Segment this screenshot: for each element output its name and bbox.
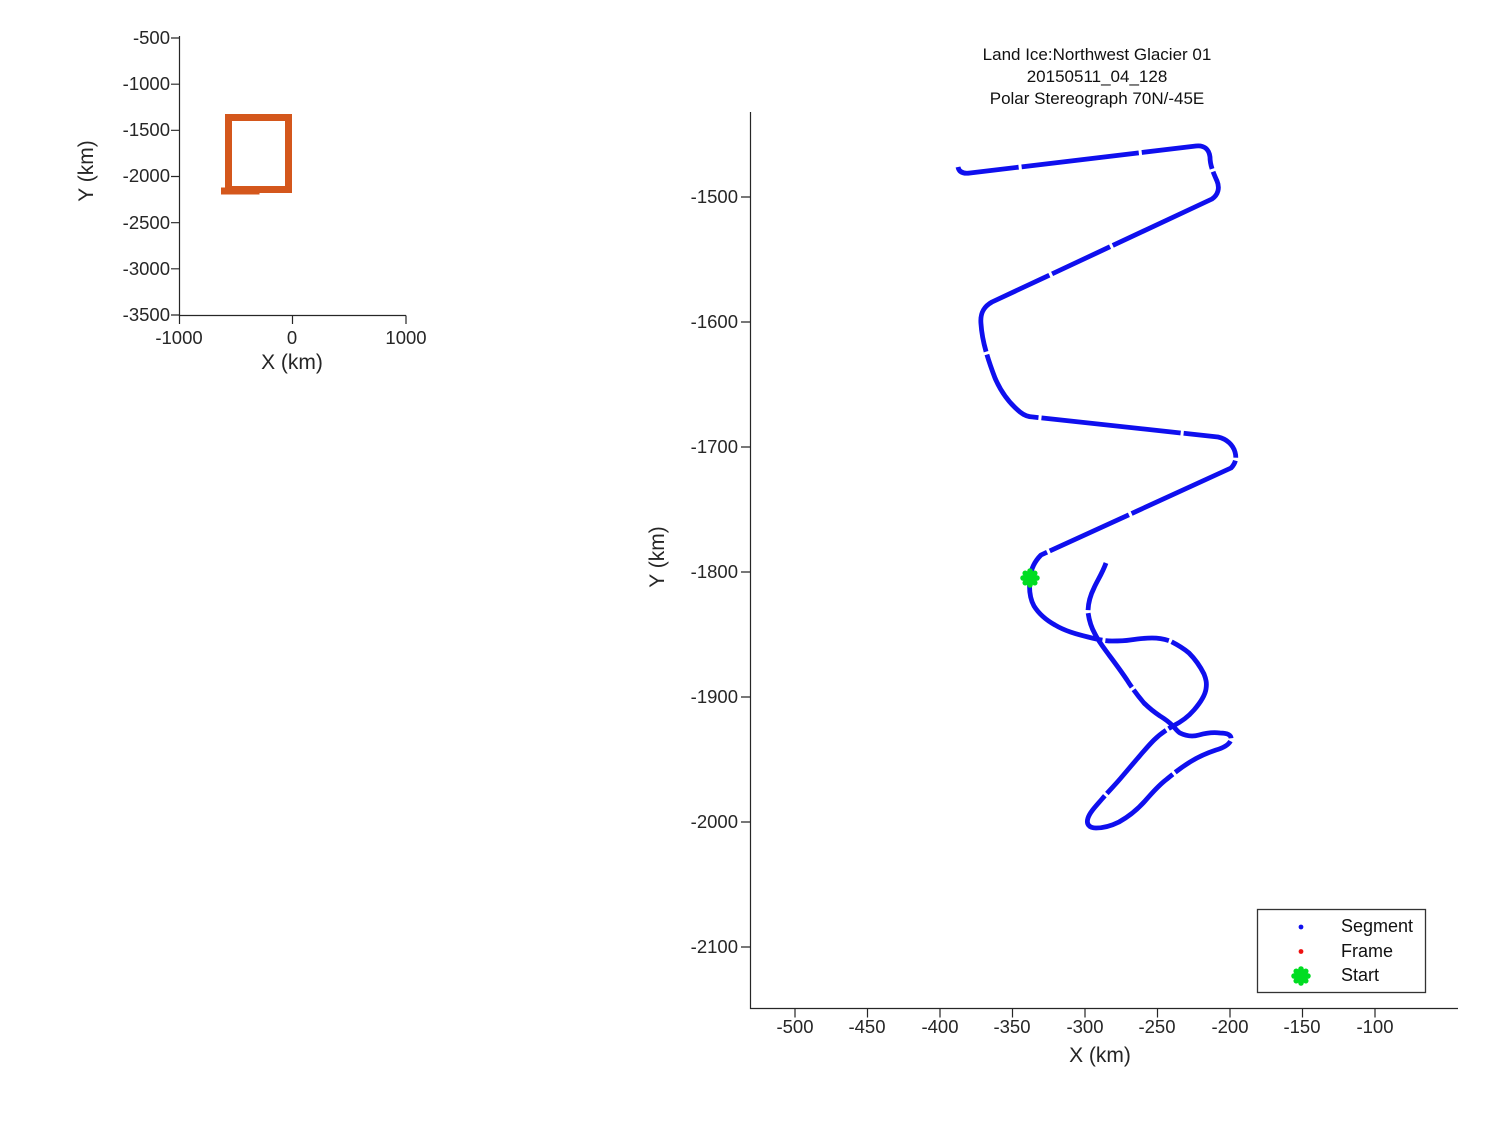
survey-region-outline: [221, 114, 292, 195]
main-y-tick-marks: [741, 196, 751, 948]
overview-axes-spines: [178, 36, 406, 317]
overview-y-tick-label: -500: [132, 27, 170, 48]
legend-start-marker-icon: [1291, 966, 1311, 986]
main-title-line2: 20150511_04_128: [1026, 67, 1168, 86]
main-x-tick-label: -350: [993, 1016, 1031, 1037]
overview-y-tick-label: -3500: [122, 304, 170, 325]
overview-x-tick-marks: [178, 315, 407, 324]
overview-x-axis-label: X (km): [261, 351, 323, 374]
main-title-line1: Land Ice:Northwest Glacier 01: [982, 45, 1212, 64]
legend-item-start: Start: [1341, 965, 1380, 985]
main-x-tick-label: -250: [1138, 1016, 1176, 1037]
main-y-tick-label: -1900: [690, 686, 738, 707]
main-x-tick-label: -500: [776, 1016, 814, 1037]
main-x-axis-label: X (km): [1069, 1044, 1131, 1067]
legend-frame-dot-icon: [1298, 949, 1304, 954]
main-axes-spines: [749, 112, 1458, 1010]
main-x-tick-label: -400: [921, 1016, 959, 1037]
main-title-line3: Polar Stereograph 70N/-45E: [989, 89, 1205, 108]
legend-item-frame: Frame: [1341, 941, 1394, 961]
overview-y-tick-label: -2500: [122, 212, 170, 233]
main-y-tick-label: -2000: [690, 811, 738, 832]
overview-y-axis-label: Y (km): [75, 140, 98, 202]
overview-y-tick-marks: [171, 37, 180, 316]
main-y-tick-label: -1800: [690, 561, 738, 582]
start-marker-icon: [1020, 568, 1040, 588]
overview-x-tick-label: 0: [286, 327, 298, 348]
main-y-tick-label: -1700: [690, 436, 738, 457]
main-y-tick-label: -1500: [690, 186, 738, 207]
overview-x-tick-label: 1000: [385, 327, 427, 348]
legend-box: [1256, 908, 1427, 994]
main-x-tick-marks: [794, 1008, 1376, 1018]
overview-y-tick-label: -3000: [122, 258, 170, 279]
main-y-axis-label: Y (km): [646, 526, 669, 588]
flight-track-line: [955, 143, 1239, 831]
legend-segment-dot-icon: [1298, 924, 1304, 930]
overview-y-tick-label: -2000: [122, 165, 170, 186]
legend-item-segment: Segment: [1341, 916, 1414, 936]
main-y-tick-label: -1600: [690, 311, 738, 332]
main-x-tick-label: -100: [1356, 1016, 1394, 1037]
main-x-tick-label: -150: [1283, 1016, 1321, 1037]
overview-y-tick-label: -1500: [122, 119, 170, 140]
main-y-tick-label: -2100: [690, 936, 738, 957]
main-x-tick-label: -300: [1066, 1016, 1104, 1037]
main-x-tick-label: -200: [1211, 1016, 1249, 1037]
main-x-tick-label: -450: [848, 1016, 886, 1037]
overview-y-tick-label: -1000: [122, 73, 170, 94]
overview-x-tick-label: -1000: [155, 327, 203, 348]
